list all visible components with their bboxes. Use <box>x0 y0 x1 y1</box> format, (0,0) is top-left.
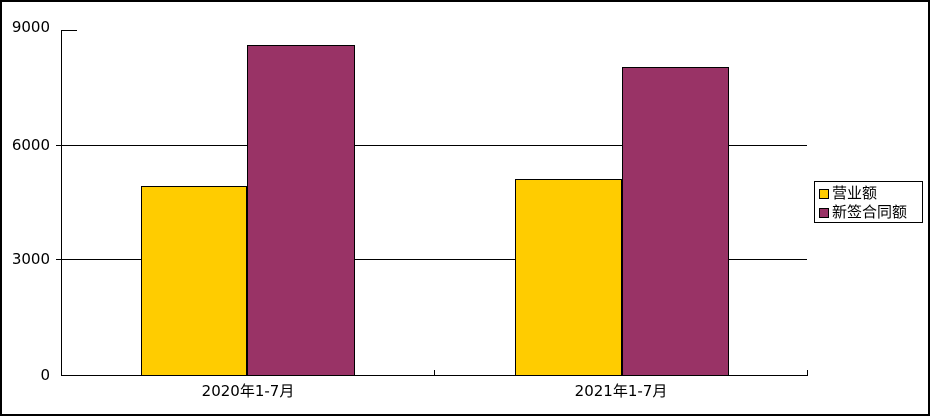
y-axis-tick-9000 <box>61 30 77 31</box>
legend-swatch-yingyee-icon <box>819 188 829 199</box>
legend-label-xinqian-hetonge: 新签合同额 <box>832 203 908 221</box>
bar-2021-xinqian-hetonge <box>622 67 729 376</box>
y-axis-tick-label-9000: 9000 <box>11 18 50 36</box>
y-axis-line <box>61 30 62 376</box>
bar-2021-yingyee <box>515 179 622 376</box>
legend-label-yingyee: 营业额 <box>832 184 878 202</box>
legend: 营业额 新签合同额 <box>814 181 923 223</box>
y-axis-tick-3000 <box>56 259 62 260</box>
bar-2020-yingyee <box>141 186 247 376</box>
x-axis-category-label-2020: 2020年1-7月 <box>201 382 295 400</box>
legend-item-yingyee: 营业额 <box>819 184 922 203</box>
y-axis-tick-label-6000: 6000 <box>11 136 50 154</box>
y-axis-tick-6000 <box>56 145 62 146</box>
gridline-6000 <box>62 145 807 146</box>
legend-swatch-xinqian-hetonge-icon <box>819 207 829 218</box>
x-axis-category-label-2021: 2021年1-7月 <box>574 382 668 400</box>
x-axis-tick-end <box>807 370 808 376</box>
legend-item-xinqian-hetonge: 新签合同额 <box>819 203 922 222</box>
bar-2020-xinqian-hetonge <box>247 45 355 376</box>
y-axis-tick-label-3000: 3000 <box>11 250 50 268</box>
y-axis-tick-label-0: 0 <box>40 366 50 384</box>
x-axis-tick-category-divider <box>434 370 435 376</box>
gridline-3000 <box>62 259 807 260</box>
